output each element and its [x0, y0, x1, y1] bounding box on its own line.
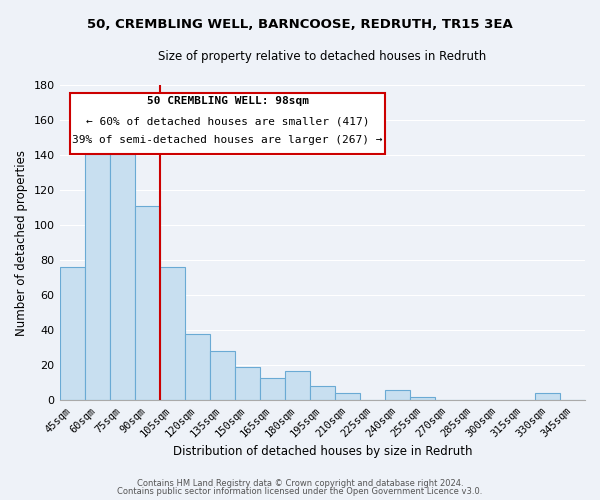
Bar	[385, 390, 410, 400]
Bar	[110, 144, 134, 400]
Text: Contains HM Land Registry data © Crown copyright and database right 2024.: Contains HM Land Registry data © Crown c…	[137, 478, 463, 488]
Bar	[310, 386, 335, 400]
Text: 39% of semi-detached houses are larger (267) →: 39% of semi-detached houses are larger (…	[73, 136, 383, 145]
Bar	[185, 334, 209, 400]
Text: Contains public sector information licensed under the Open Government Licence v3: Contains public sector information licen…	[118, 487, 482, 496]
Text: 50 CREMBLING WELL: 98sqm: 50 CREMBLING WELL: 98sqm	[146, 96, 308, 106]
Bar	[260, 378, 285, 400]
Text: ← 60% of detached houses are smaller (417): ← 60% of detached houses are smaller (41…	[86, 116, 370, 126]
Bar	[160, 268, 185, 400]
Bar	[134, 206, 160, 400]
Bar	[410, 397, 435, 400]
Bar	[85, 148, 110, 401]
FancyBboxPatch shape	[70, 93, 385, 154]
Bar	[285, 370, 310, 400]
Text: 50, CREMBLING WELL, BARNCOOSE, REDRUTH, TR15 3EA: 50, CREMBLING WELL, BARNCOOSE, REDRUTH, …	[87, 18, 513, 30]
Bar	[209, 352, 235, 401]
Title: Size of property relative to detached houses in Redruth: Size of property relative to detached ho…	[158, 50, 487, 63]
Bar	[535, 394, 560, 400]
Bar	[59, 268, 85, 400]
Bar	[335, 394, 360, 400]
Y-axis label: Number of detached properties: Number of detached properties	[15, 150, 28, 336]
X-axis label: Distribution of detached houses by size in Redruth: Distribution of detached houses by size …	[173, 444, 472, 458]
Bar	[235, 367, 260, 400]
